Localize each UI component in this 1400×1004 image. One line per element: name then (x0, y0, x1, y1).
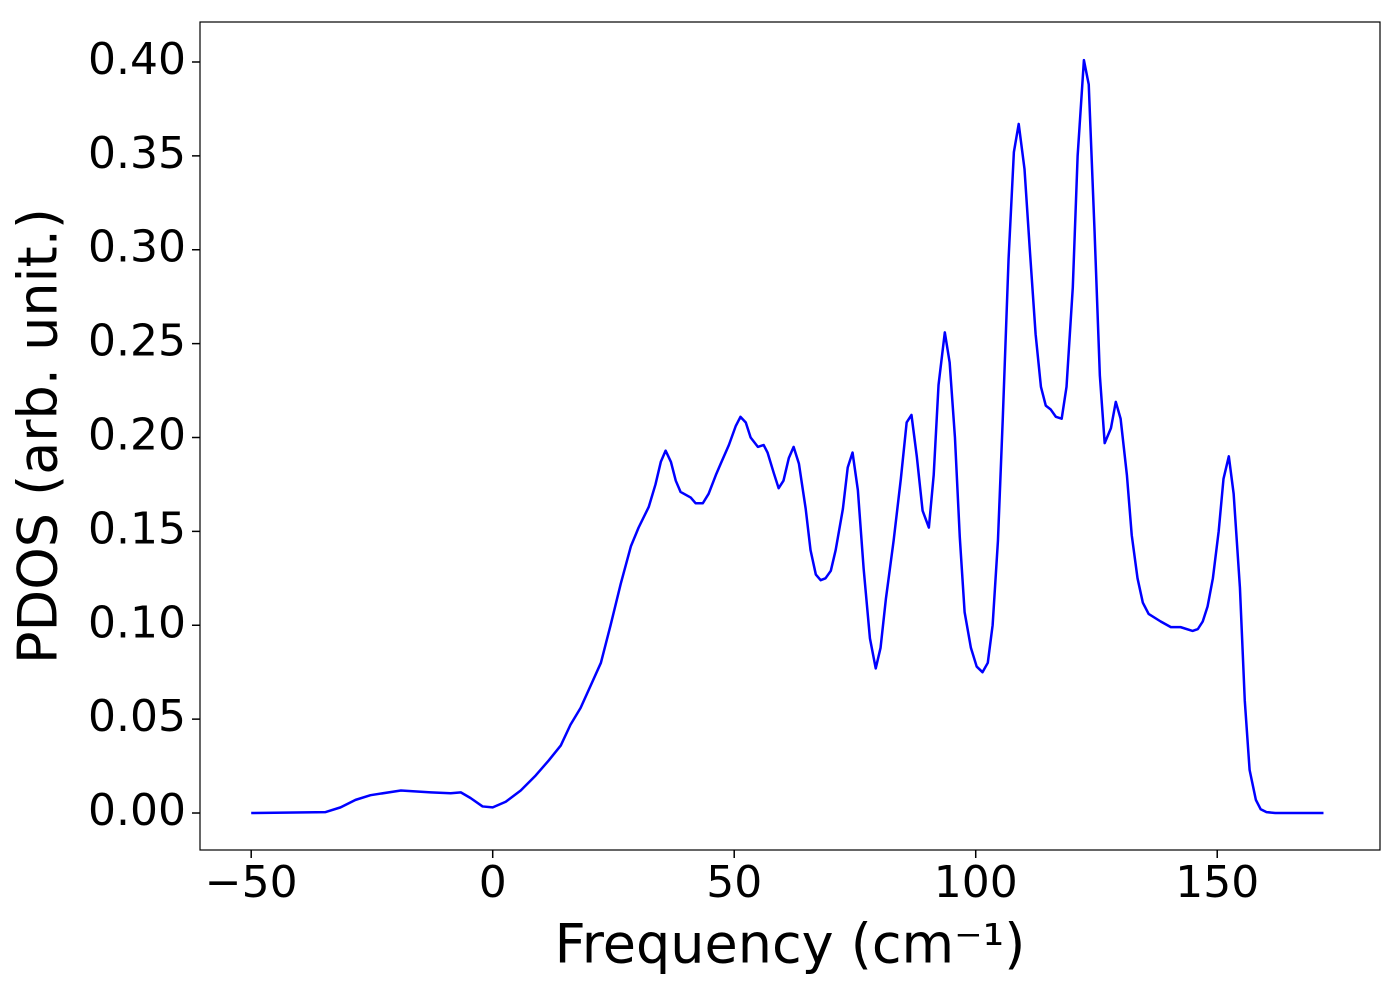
y-tick-label: 0.05 (88, 691, 186, 742)
y-tick-label: 0.10 (88, 597, 186, 648)
y-tick-label: 0.15 (88, 503, 186, 554)
y-tick-label: 0.40 (88, 34, 186, 85)
y-tick-label: 0.25 (88, 316, 186, 367)
plot-frame (199, 21, 1381, 851)
x-tick-label: 50 (706, 857, 762, 908)
y-tick-label: 0.35 (88, 128, 186, 179)
x-tick-label: 100 (934, 857, 1018, 908)
x-tick-label: −50 (205, 857, 298, 908)
y-tick-label: 0.20 (88, 410, 186, 461)
y-tick-label: 0.30 (88, 222, 186, 273)
x-tick-label: 0 (479, 857, 507, 908)
x-tick-label: 150 (1175, 857, 1259, 908)
y-tick-label: 0.00 (88, 785, 186, 836)
data-line (251, 58, 1324, 815)
x-axis-label: Frequency (cm⁻¹) (555, 913, 1026, 976)
y-axis-label: PDOS (arb. unit.) (7, 208, 70, 664)
